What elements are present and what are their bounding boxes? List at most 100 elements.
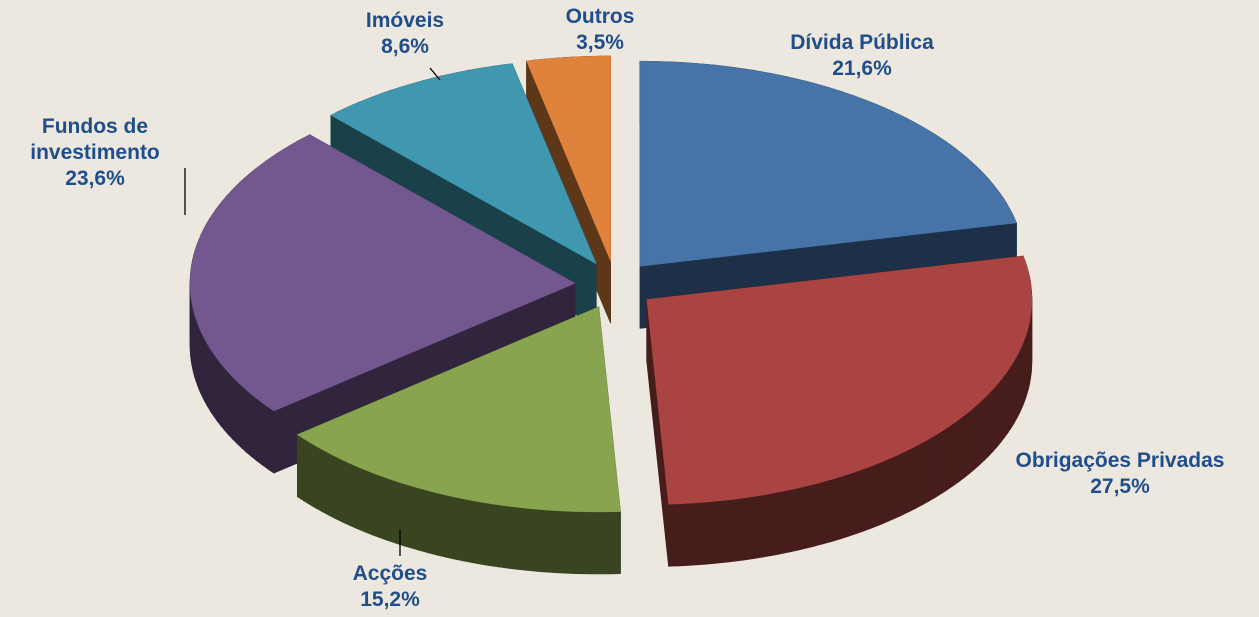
- slice-top: [296, 306, 621, 513]
- data-label: Obrigações Privadas 27,5%: [1016, 448, 1225, 500]
- slice-side: [554, 510, 565, 574]
- slice: [189, 134, 576, 474]
- slice-side: [246, 389, 253, 458]
- slice-side: [1010, 359, 1015, 430]
- slice-side: [387, 477, 397, 544]
- slice-side: [839, 473, 849, 540]
- slice-side: [507, 505, 518, 570]
- slice-side: [591, 511, 602, 575]
- slice-side: [364, 469, 373, 536]
- slice-side: [213, 352, 218, 422]
- slice-side: [805, 483, 816, 549]
- slice-side: [321, 448, 330, 516]
- category-label: Dívida Pública: [790, 31, 934, 54]
- slice-side: [516, 506, 527, 571]
- slice-side: [894, 452, 902, 520]
- slice-side: [855, 468, 865, 535]
- slice-top: [639, 61, 1017, 267]
- value-label: 3,5%: [576, 31, 624, 54]
- slice-side: [822, 478, 833, 545]
- slice-side: [453, 496, 464, 562]
- value-label: 23,6%: [65, 167, 125, 190]
- category-label: Outros: [565, 5, 635, 28]
- slice-side: [677, 502, 688, 567]
- slice-side: [342, 459, 351, 527]
- slice-side: [227, 371, 234, 441]
- slice-side: [209, 347, 215, 418]
- slice-side: [992, 383, 998, 453]
- slice-side: [328, 452, 337, 520]
- slice-side: [236, 380, 243, 449]
- slice-side: [411, 485, 421, 552]
- slice-top: [646, 255, 1033, 505]
- slice: [296, 306, 621, 575]
- slice-side: [1000, 374, 1005, 444]
- slice-side: [1004, 369, 1009, 439]
- slice-side: [207, 342, 211, 413]
- slice-side: [734, 497, 744, 562]
- slice-side: [847, 471, 857, 537]
- value-label: 27,5%: [1090, 475, 1150, 498]
- data-label: Acções 15,2%: [353, 561, 428, 613]
- slice-side: [315, 445, 323, 513]
- slice-top: [189, 134, 576, 412]
- slice-side: [526, 507, 537, 572]
- slice-side: [610, 511, 621, 575]
- slice-side: [928, 434, 936, 502]
- value-label: 21,6%: [832, 57, 892, 80]
- slice-side: [403, 483, 413, 549]
- slice-side: [267, 406, 275, 474]
- slice-side: [544, 509, 555, 574]
- slice-side: [379, 475, 389, 541]
- slice-side: [204, 337, 208, 408]
- slice-side: [251, 393, 258, 462]
- data-label: Imóveis 8,6%: [366, 8, 444, 60]
- data-label: Fundos de investimento 23,6%: [10, 114, 180, 192]
- slice-side: [256, 398, 263, 466]
- slice-side: [356, 466, 366, 533]
- slice-side: [1007, 364, 1012, 434]
- slice-side: [220, 362, 225, 432]
- slice-side: [863, 465, 873, 532]
- category-label: Imóveis: [365, 9, 445, 32]
- slice-side: [349, 462, 358, 530]
- slice: [646, 255, 1033, 567]
- slices: [189, 55, 1033, 575]
- slice-side: [779, 489, 790, 555]
- slice-side: [788, 487, 798, 553]
- slice-side: [261, 402, 269, 470]
- slice-side: [489, 503, 500, 568]
- slice-side: [831, 476, 841, 542]
- slice-side: [302, 437, 310, 506]
- slice-side: [498, 504, 509, 569]
- slice-side: [921, 438, 930, 506]
- slice-side: [983, 392, 990, 462]
- slice-side: [770, 491, 781, 557]
- slice-side: [241, 384, 248, 454]
- slice-side: [871, 462, 880, 529]
- slice-side: [952, 418, 960, 487]
- slice-side: [687, 502, 698, 566]
- slice-side: [572, 511, 584, 575]
- slice-side: [419, 487, 429, 554]
- slice-side: [436, 492, 447, 558]
- slice-side: [996, 378, 1002, 448]
- slice-side: [941, 426, 948, 495]
- category-label: Fundos de investimento: [30, 115, 160, 164]
- slice-side: [724, 498, 735, 563]
- slice-side: [901, 449, 909, 516]
- slice-side: [988, 388, 994, 457]
- slice-side: [908, 445, 916, 513]
- slice-side: [974, 401, 980, 470]
- slice-side: [582, 511, 593, 575]
- slice-side: [563, 510, 574, 574]
- slice-side: [601, 511, 612, 575]
- data-label: Dívida Pública 21,6%: [790, 30, 934, 82]
- slice-side: [706, 500, 717, 565]
- slice-side: [814, 481, 824, 547]
- data-label: Outros 3,5%: [566, 4, 635, 56]
- slice-side: [696, 501, 707, 566]
- slice-side: [428, 490, 438, 556]
